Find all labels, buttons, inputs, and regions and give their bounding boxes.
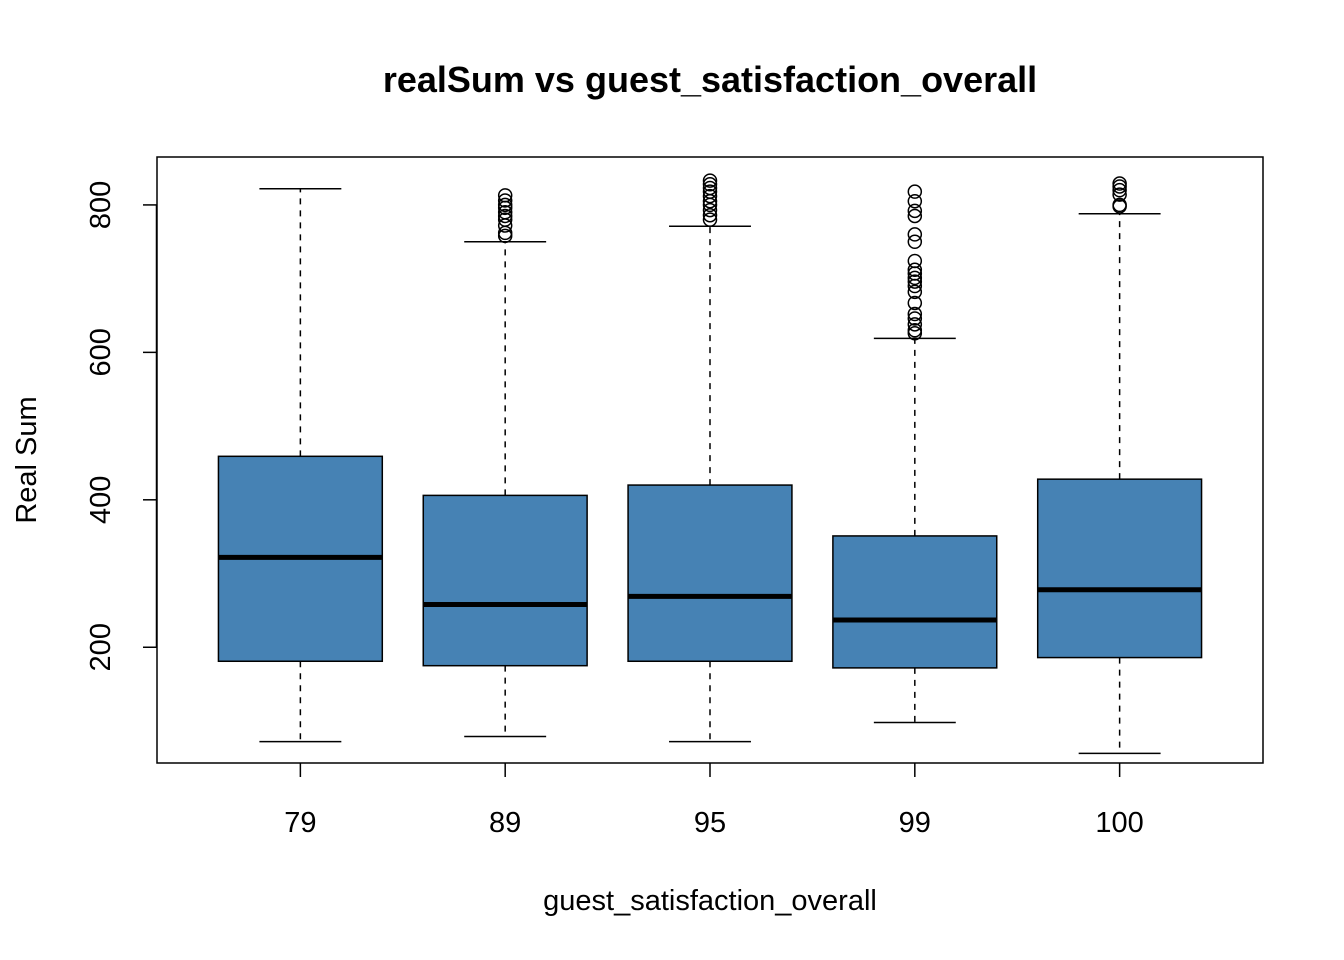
outlier-point [702, 184, 718, 199]
outlier-point [907, 295, 923, 311]
outlier-point [497, 225, 513, 241]
y-axis-label: Real Sum [11, 396, 43, 523]
outlier-point [1112, 182, 1127, 198]
outlier-point [1112, 187, 1127, 202]
outlier-point [907, 306, 923, 322]
outlier-point [702, 212, 718, 227]
outlier-point [907, 203, 923, 219]
outlier-point [907, 284, 923, 300]
outlier-point [702, 173, 718, 188]
x-tick-label: 99 [899, 807, 931, 839]
outlier-point [907, 322, 923, 338]
outlier-point [907, 274, 923, 289]
outlier-point [497, 197, 513, 213]
outlier-point [907, 311, 923, 326]
outlier-point [907, 227, 923, 242]
outlier-point [497, 212, 513, 227]
iqr-box [1036, 478, 1203, 659]
outlier-point [497, 188, 513, 203]
chart-title: realSum vs guest_satisfaction_overall [383, 59, 1037, 100]
x-tick-label: 89 [489, 807, 521, 839]
y-tick-label: 400 [85, 476, 117, 524]
iqr-box [422, 494, 588, 667]
outlier-point [702, 207, 718, 223]
outlier-point [497, 193, 513, 208]
outlier-point [907, 317, 923, 332]
outlier-point [1112, 197, 1127, 213]
x-tick-label: 95 [694, 807, 726, 839]
box-group-95 [627, 173, 793, 743]
outlier-point [907, 208, 923, 224]
box-group-79 [217, 187, 384, 743]
outlier-point [702, 177, 718, 192]
x-axis: 79 89 95 99 100 [284, 763, 1144, 839]
x-axis-label: guest_satisfaction_overall [543, 885, 877, 917]
boxes-layer [217, 173, 1203, 755]
outlier-point [907, 193, 923, 209]
outlier-point [907, 253, 923, 269]
outlier-point [702, 188, 718, 204]
outlier-point [907, 270, 923, 286]
outlier-point [1112, 176, 1127, 191]
box-group-100 [1036, 176, 1203, 755]
y-tick-label: 200 [85, 623, 117, 671]
outlier-point [497, 205, 513, 220]
y-tick-label: 800 [85, 181, 117, 229]
box-group-99 [832, 184, 998, 724]
y-axis: 200 400 600 800 [85, 181, 158, 671]
outlier-point [702, 202, 718, 218]
outlier-point [907, 184, 923, 199]
x-tick-label: 79 [284, 807, 316, 839]
outlier-point [702, 180, 718, 196]
outlier-point [907, 234, 923, 250]
outlier-point [907, 262, 923, 278]
iqr-box [627, 484, 793, 663]
x-tick-label: 100 [1095, 807, 1143, 839]
iqr-box [832, 535, 998, 669]
box-group-89 [422, 188, 588, 738]
outlier-point [497, 208, 513, 224]
y-tick-label: 600 [85, 328, 117, 376]
